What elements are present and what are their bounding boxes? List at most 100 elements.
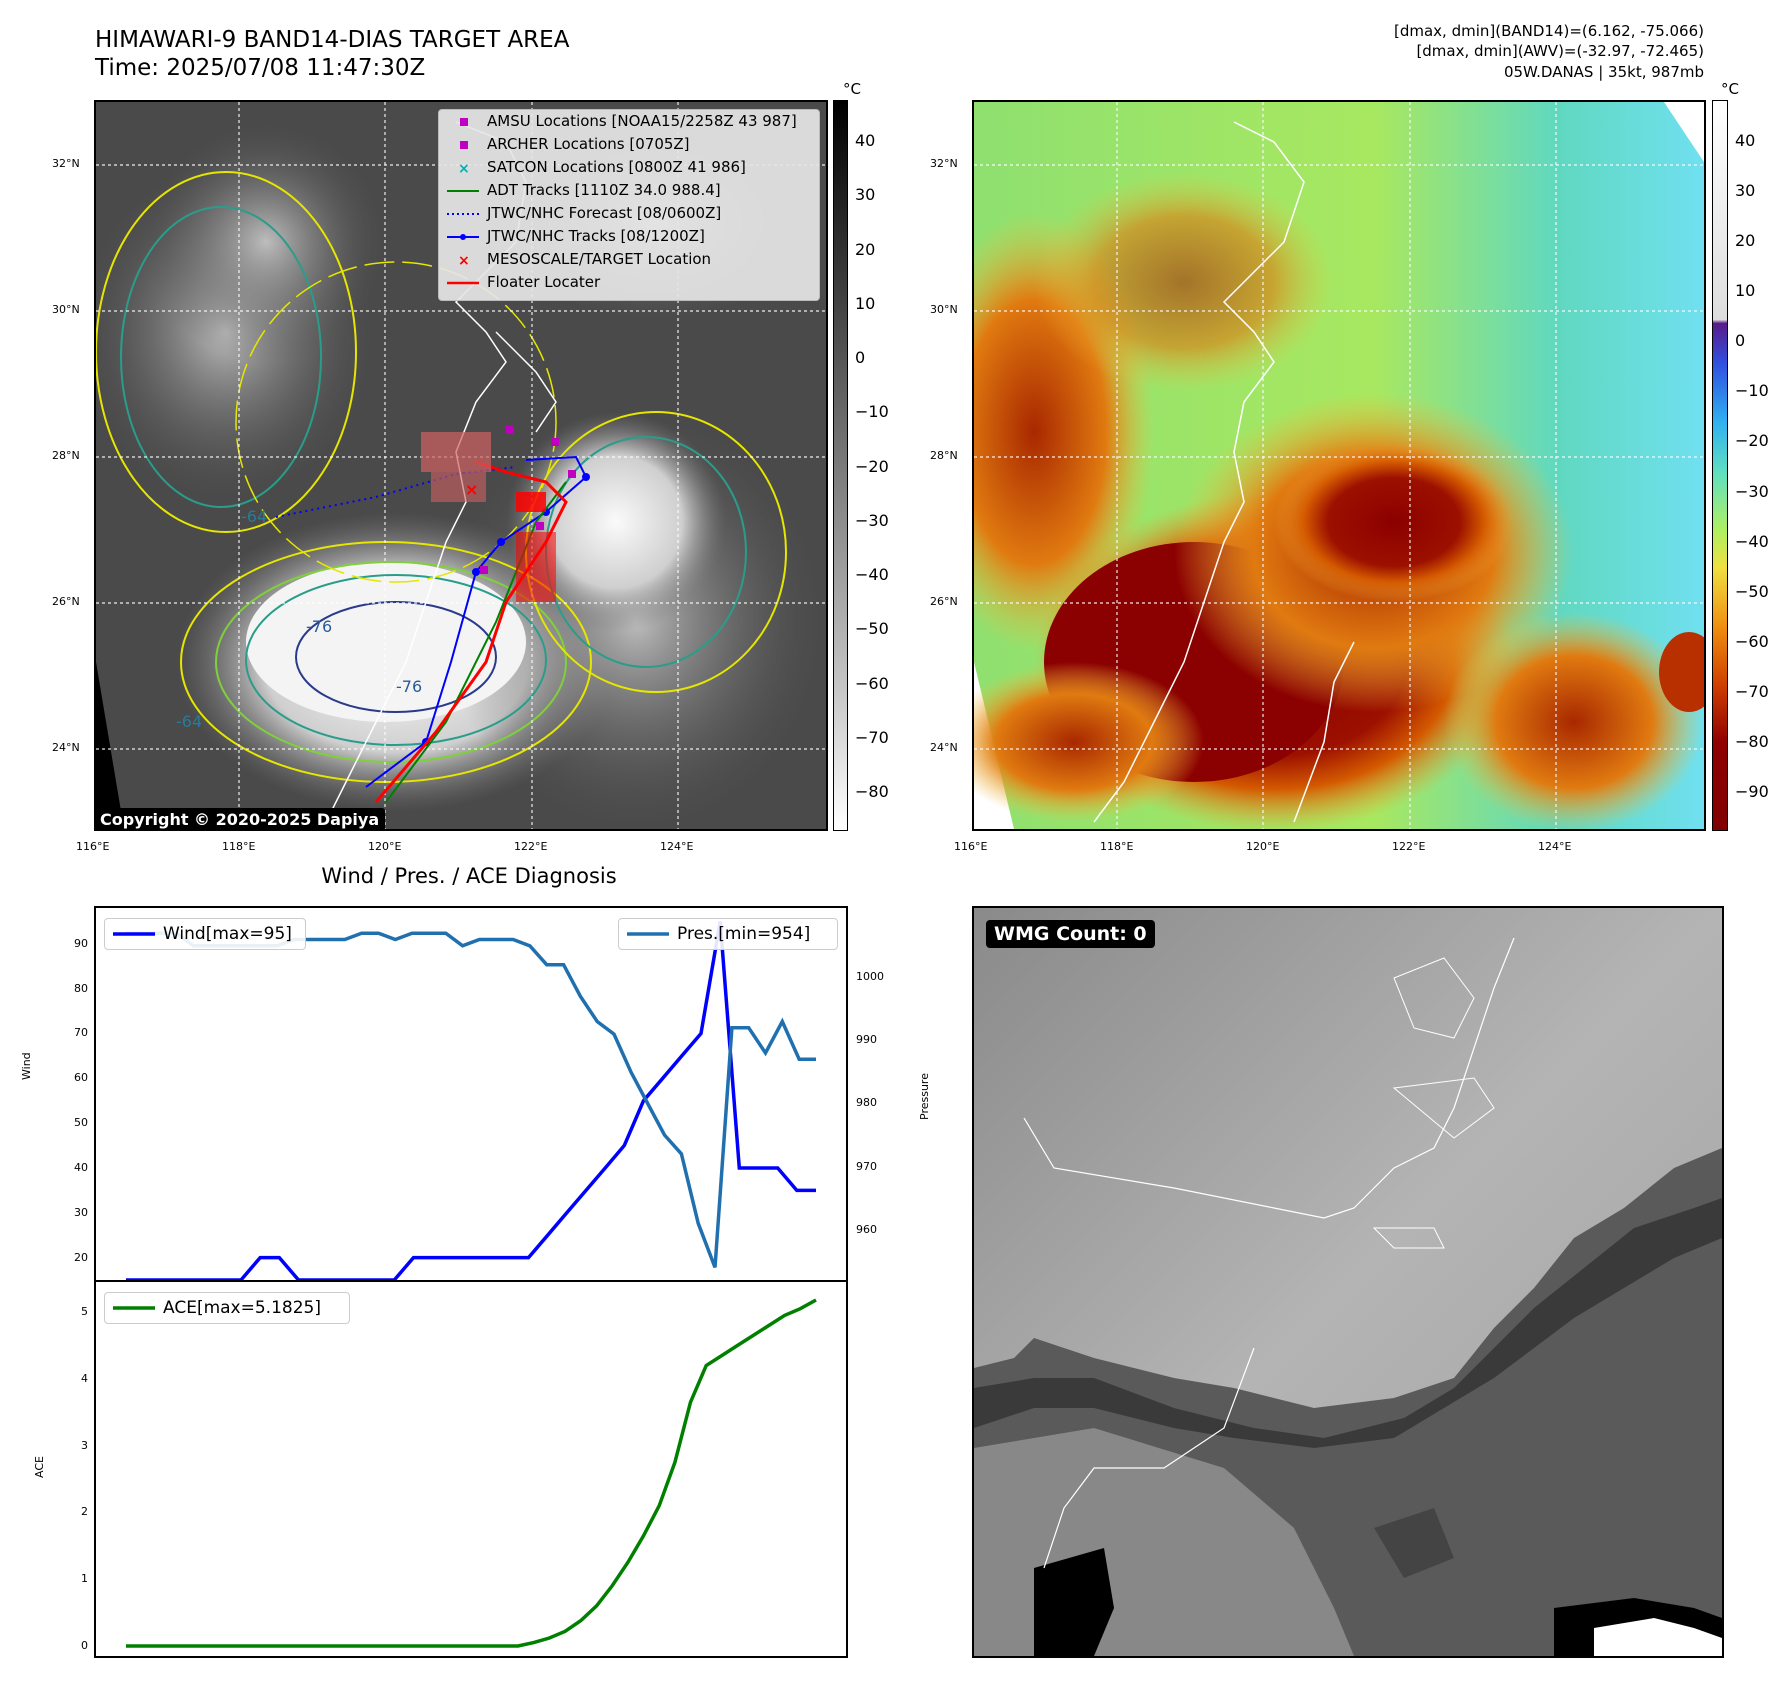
enhanced-map-svg xyxy=(974,102,1704,829)
colorbar-tick: 30 xyxy=(1735,181,1756,201)
colorbar-tick: −10 xyxy=(1735,381,1769,401)
legend-item-archer: ARCHER Locations [0705Z] xyxy=(439,133,819,156)
info-line-2: [dmax, dmin](AWV)=(-32.97, -72.465) xyxy=(1416,42,1704,60)
axis-tick: 1 xyxy=(81,1572,88,1586)
colorbar-tick: −40 xyxy=(855,565,889,584)
ace-axis-label: ACE xyxy=(33,1456,46,1478)
wmg-map-svg xyxy=(974,908,1722,1656)
ace-chart: ACE[max=5.1825] xyxy=(94,1280,848,1658)
legend-label: ADT Tracks [1110Z 34.0 988.4] xyxy=(487,181,721,199)
axis-tick: 50 xyxy=(74,1116,88,1130)
info-line-3: 05W.DANAS | 35kt, 987mb xyxy=(1503,63,1704,81)
wind-axis-label: Wind xyxy=(20,1052,33,1080)
ace-svg xyxy=(126,1298,817,1648)
legend-item-satcon: × SATCON Locations [0800Z 41 986] xyxy=(439,156,819,179)
colorbar-tick: 40 xyxy=(1735,131,1756,150)
axis-tick: 0 xyxy=(81,1638,88,1652)
pressure-legend-label: Pres.[min=954] xyxy=(677,924,811,944)
legend-label: AMSU Locations [NOAA15/2258Z 43 987] xyxy=(487,112,797,130)
colorbar-tick: −20 xyxy=(1735,431,1769,451)
colorbar-tick: −70 xyxy=(855,727,889,747)
legend-label: ARCHER Locations [0705Z] xyxy=(487,135,690,153)
colorbar-tick: −80 xyxy=(855,782,889,801)
axis-tick: 3 xyxy=(81,1438,88,1452)
contour-label: -64 xyxy=(241,507,267,526)
legend-item-forecast: JTWC/NHC Forecast [08/0600Z] xyxy=(439,202,819,225)
wmg-count-label: WMG Count: 0 xyxy=(986,920,1155,948)
lon-tick: 122°E xyxy=(514,840,548,853)
colorbar-tick: −10 xyxy=(855,402,889,422)
lat-tick: 28°N xyxy=(930,449,958,462)
colorbar-gray xyxy=(833,100,848,831)
wmg-pixel-map: WMG Count: 0 xyxy=(972,906,1724,1658)
axis-tick: 980 xyxy=(856,1096,877,1110)
lat-tick: 24°N xyxy=(52,741,80,754)
svg-text:×: × xyxy=(458,253,470,269)
ace-legend: ACE[max=5.1825] xyxy=(104,1292,350,1324)
pressure-series-line xyxy=(126,931,816,1269)
legend-label: JTWC/NHC Forecast [08/0600Z] xyxy=(487,204,722,222)
axis-tick: 80 xyxy=(74,981,88,995)
colorbar-tick: 20 xyxy=(855,239,876,259)
axis-tick: 60 xyxy=(74,1071,88,1085)
colorbar-color xyxy=(1712,100,1728,831)
axis-tick: 90 xyxy=(74,936,88,950)
lat-tick: 32°N xyxy=(930,157,958,170)
colorbar-tick: −30 xyxy=(855,510,889,530)
lon-tick: 122°E xyxy=(1392,840,1426,853)
colorbar-tick: −90 xyxy=(1735,782,1769,801)
colorbar-tick: −70 xyxy=(1735,681,1769,701)
colorbar-tick: −60 xyxy=(1735,631,1769,651)
colorbar-tick: −60 xyxy=(855,673,889,693)
colorbar-tick: 40 xyxy=(855,131,876,150)
diagnosis-title: Wind / Pres. / ACE Diagnosis xyxy=(321,864,617,888)
colorbar-tick: 0 xyxy=(1735,331,1746,351)
axis-tick: 2 xyxy=(81,1505,88,1519)
lon-tick: 116°E xyxy=(954,840,988,853)
lat-tick: 26°N xyxy=(52,595,80,608)
colorbar-tick: 20 xyxy=(1735,231,1756,251)
axis-tick: 40 xyxy=(74,1160,88,1174)
lon-tick: 116°E xyxy=(76,840,110,853)
axis-tick: 970 xyxy=(856,1159,877,1173)
legend-item-jtwc: JTWC/NHC Tracks [08/1200Z] xyxy=(439,225,819,248)
svg-text:-76: -76 xyxy=(306,617,332,636)
axis-tick: 70 xyxy=(74,1026,88,1040)
colorbar-tick: −30 xyxy=(1735,481,1769,501)
wind-series-line xyxy=(126,921,816,1280)
ir-enhanced-map xyxy=(972,100,1706,831)
contour-label: -76 xyxy=(396,677,422,696)
legend-label: SATCON Locations [0800Z 41 986] xyxy=(487,158,746,176)
colorbar-tick: −50 xyxy=(1735,581,1769,601)
legend-label: Floater Locater xyxy=(487,273,601,291)
legend-label: JTWC/NHC Tracks [08/1200Z] xyxy=(487,227,705,245)
axis-tick: 960 xyxy=(856,1222,877,1236)
ir-grayscale-map: -64 -76 -76 -64 xyxy=(94,100,828,831)
ace-legend-label: ACE[max=5.1825] xyxy=(163,1298,321,1318)
lon-tick: 120°E xyxy=(1246,840,1280,853)
svg-text:-64: -64 xyxy=(176,712,202,731)
lon-tick: 118°E xyxy=(1100,840,1134,853)
lat-tick: 26°N xyxy=(930,595,958,608)
legend-item-floater: Floater Locater xyxy=(439,271,819,294)
lat-tick: 24°N xyxy=(930,741,958,754)
lon-tick: 120°E xyxy=(368,840,402,853)
colorbar-tick: −20 xyxy=(855,456,889,476)
colorbar-tick: −50 xyxy=(855,619,889,639)
colorbar-color-unit: °C xyxy=(1721,80,1739,98)
info-line-1: [dmax, dmin](BAND14)=(6.162, -75.066) xyxy=(1393,22,1704,40)
wind-legend: Wind[max=95] xyxy=(104,918,306,950)
pressure-axis-label: Pressure xyxy=(918,1073,931,1120)
lon-tick: 118°E xyxy=(222,840,256,853)
colorbar-tick: 10 xyxy=(855,293,876,313)
colorbar-tick: 10 xyxy=(1735,281,1756,301)
figure-title-line2: Time: 2025/07/08 11:47:30Z xyxy=(95,55,426,81)
colorbar-tick: −40 xyxy=(1735,531,1769,551)
lon-tick: 124°E xyxy=(660,840,694,853)
figure-title-line1: HIMAWARI-9 BAND14-DIAS TARGET AREA xyxy=(95,27,570,53)
legend-item-adt: ADT Tracks [1110Z 34.0 988.4] xyxy=(439,179,819,202)
colorbar-tick: 30 xyxy=(855,185,876,205)
axis-tick: 4 xyxy=(81,1371,88,1385)
axis-tick: 990 xyxy=(856,1033,877,1047)
legend-label: MESOSCALE/TARGET Location xyxy=(487,250,712,268)
